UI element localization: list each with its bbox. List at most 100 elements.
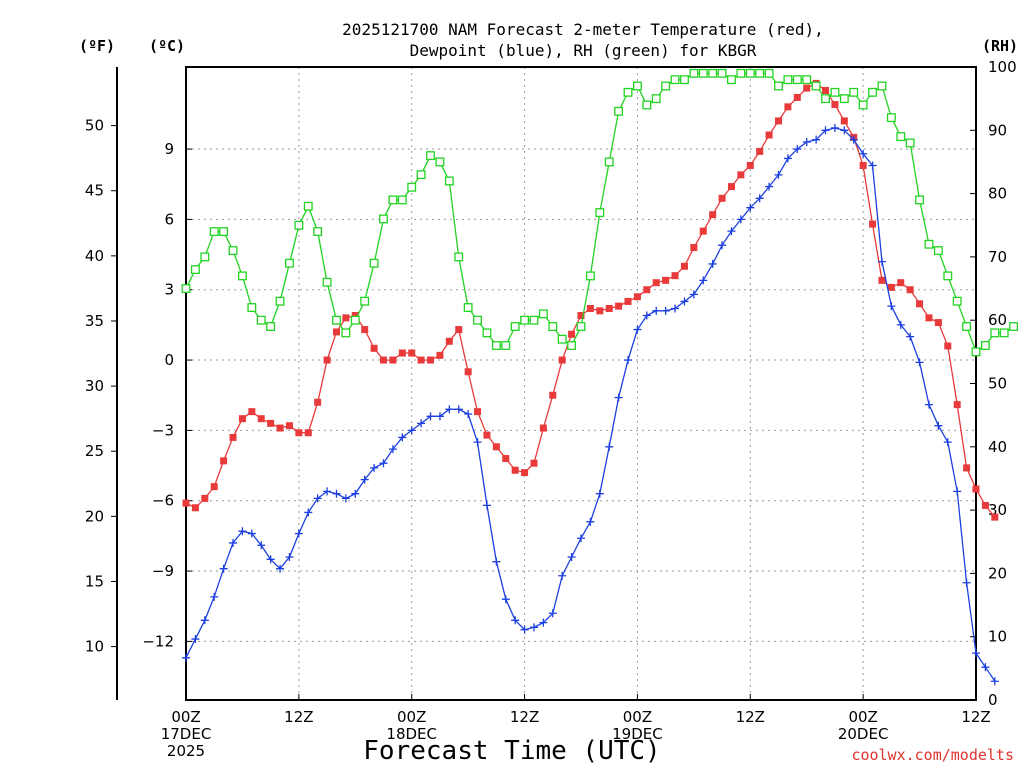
dewpoint-point (727, 227, 736, 236)
rh-point (708, 68, 718, 78)
dewpoint-point (736, 215, 745, 224)
data-series (181, 68, 1019, 686)
rh-point (830, 87, 840, 97)
temperature-point (483, 431, 491, 439)
rh-tick-label: 40 (988, 438, 1007, 456)
x-tick-label: 12Z (961, 708, 990, 726)
rh-point (868, 87, 877, 97)
dewpoint-point (812, 135, 821, 144)
series-line (185, 127, 996, 682)
rh-point (689, 68, 699, 78)
dewpoint-point (191, 635, 200, 644)
series-relative-humidity (181, 68, 1019, 357)
dewpoint-point (642, 311, 651, 320)
dewpoint-point (492, 557, 501, 566)
rh-point (520, 315, 530, 325)
temperature-point (351, 312, 359, 320)
celsius-tick-label: 9 (164, 140, 174, 158)
plot-frame (185, 66, 977, 701)
rh-point (350, 315, 360, 325)
temperature-point (474, 408, 482, 416)
dewpoint-point (859, 149, 868, 158)
rh-point (332, 315, 341, 325)
dewpoint-point (624, 356, 633, 365)
temperature-point (822, 86, 830, 94)
dewpoint-point (520, 625, 529, 634)
rh-point (670, 75, 680, 85)
x-tick-label: 12Z (736, 708, 765, 726)
dewpoint-point (200, 616, 209, 625)
rh-point (303, 201, 313, 211)
celsius-tick-label: 3 (164, 281, 174, 299)
dewpoint-point (840, 126, 849, 135)
dewpoint-point (351, 489, 360, 498)
rh-point (896, 132, 906, 142)
temperature-point (502, 455, 510, 463)
dewpoint-point (915, 358, 924, 367)
temperature-point (784, 103, 792, 111)
dewpoint-point (529, 623, 538, 632)
x-tick-label: 00Z (171, 708, 200, 726)
rh-point (228, 246, 238, 256)
temperature-point (925, 314, 933, 322)
rh-point (548, 322, 558, 331)
temperature-point (756, 147, 764, 155)
axes (111, 66, 977, 701)
x-tick-label: 17DEC (161, 725, 212, 743)
dewpoint-point (323, 487, 332, 496)
dewpoint-point (661, 306, 670, 315)
dewpoint-point (370, 463, 379, 472)
dewpoint-point (718, 241, 727, 250)
rh-point (839, 94, 849, 104)
temperature-point (408, 349, 416, 357)
dewpoint-point (219, 564, 228, 573)
rh-point (905, 138, 915, 148)
celsius-tick-label: −6 (152, 492, 174, 510)
x-tick-label: 00Z (623, 708, 652, 726)
temperature-point (577, 312, 585, 320)
rh-point (755, 68, 765, 78)
temperature-point (981, 501, 989, 509)
celsius-tick-label: −9 (152, 562, 174, 580)
temperature-point (238, 415, 246, 423)
dewpoint-point (558, 571, 567, 580)
temperature-point (295, 429, 303, 437)
fahrenheit-tick-label: 45 (85, 182, 104, 200)
dewpoint-point (614, 393, 623, 402)
dewpoint-point (266, 555, 275, 564)
temperature-point (878, 276, 886, 284)
rh-point (181, 284, 191, 293)
dewpoint-point (887, 302, 896, 311)
temperature-point (285, 422, 293, 430)
rh-point (285, 258, 294, 268)
fahrenheit-tick-label: 40 (85, 247, 104, 265)
x-tick-label: 20DEC (838, 725, 889, 743)
temperature-point (248, 408, 256, 416)
rh-point (567, 341, 577, 350)
dewpoint-point (388, 445, 397, 454)
dewpoint-point (774, 170, 783, 179)
rh-point (849, 87, 859, 97)
rh-point (924, 239, 934, 249)
rh-point (256, 315, 266, 325)
rh-point (435, 157, 445, 167)
chart-title-line-1: 2025121700 NAM Forecast 2-meter Temperat… (342, 20, 824, 39)
temperature-point (568, 330, 576, 338)
rh-point (886, 113, 896, 123)
temperature-point (257, 415, 265, 423)
x-tick-label: 12Z (510, 708, 539, 726)
rh-point (275, 296, 285, 306)
temperature-point (615, 302, 623, 310)
dewpoint-point (953, 487, 962, 496)
dewpoint-point (972, 649, 980, 658)
rh-point (237, 271, 247, 281)
temperature-point (398, 349, 406, 357)
dewpoint-point (896, 320, 905, 329)
dewpoint-point (595, 489, 604, 498)
rh-point (821, 94, 830, 104)
rh-point (1009, 322, 1019, 331)
dewpoint-point (962, 578, 971, 587)
rh-point (614, 106, 624, 116)
temperature-point (539, 424, 547, 432)
dewpoint-point (830, 123, 839, 132)
